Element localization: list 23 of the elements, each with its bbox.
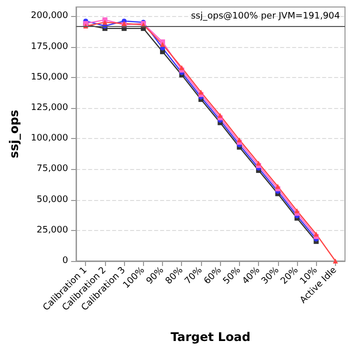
ref-line-label: ssj_ops@100% per JVM=191,904 [190,12,340,22]
y-tick-label: 25,000 [36,225,68,236]
point [314,232,319,237]
y-tick-label: 0 [62,256,68,266]
point [218,112,223,118]
point [294,208,300,214]
point [256,160,262,166]
point [332,258,338,264]
y-tick-label: 50,000 [36,194,68,205]
point [179,65,184,70]
y-tick-label: 175,000 [30,42,68,52]
x-axis-title: Target Load [170,330,250,344]
y-tick-label: 100,000 [30,134,68,144]
y-tick-label: 200,000 [30,11,68,22]
y-axis-title: ssj_ops [7,110,21,158]
point [236,137,242,142]
y-tick-label: 150,000 [30,72,68,82]
point [102,20,108,25]
point [275,184,280,189]
point [160,42,166,47]
y-tick-label: 75,000 [36,164,68,174]
y-tick-label: 125,000 [30,102,68,113]
point [198,90,204,95]
